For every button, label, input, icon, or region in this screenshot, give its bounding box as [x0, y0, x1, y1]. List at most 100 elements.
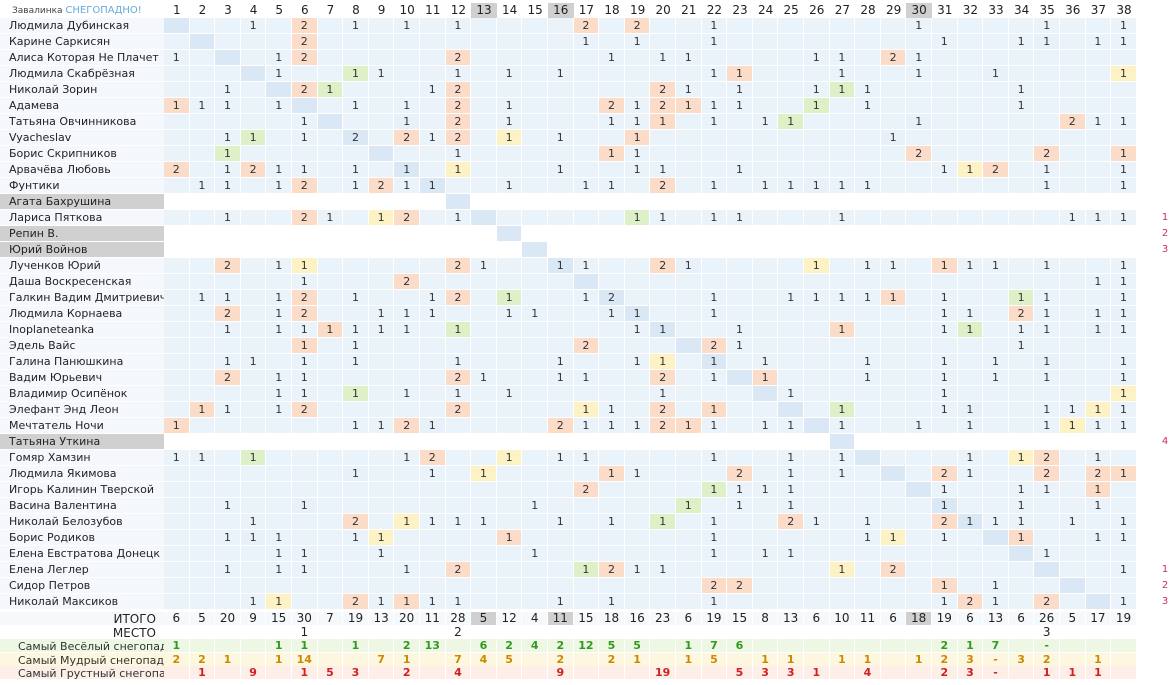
vote-cell[interactable]	[240, 98, 266, 113]
vote-cell[interactable]: 1	[1111, 146, 1136, 161]
vote-cell[interactable]: 1	[215, 562, 240, 577]
vote-cell[interactable]	[1085, 226, 1111, 241]
vote-cell[interactable]: 1	[240, 450, 266, 465]
vote-cell[interactable]	[701, 50, 727, 65]
vote-cell[interactable]: 1	[983, 594, 1008, 609]
vote-cell[interactable]	[906, 242, 931, 257]
vote-cell[interactable]	[880, 210, 906, 225]
vote-cell[interactable]	[932, 562, 957, 577]
vote-cell[interactable]	[855, 210, 880, 225]
vote-cell[interactable]	[701, 258, 727, 273]
vote-cell[interactable]: 1	[880, 290, 906, 305]
vote-cell[interactable]	[983, 210, 1008, 225]
vote-cell[interactable]	[471, 354, 496, 369]
vote-cell[interactable]: 1	[573, 34, 599, 49]
vote-cell[interactable]: 1	[676, 98, 701, 113]
vote-cell[interactable]	[445, 498, 471, 513]
vote-cell[interactable]	[343, 210, 368, 225]
vote-cell[interactable]	[778, 274, 803, 289]
vote-cell[interactable]: 1	[599, 594, 624, 609]
vote-cell[interactable]: 1	[1111, 290, 1136, 305]
vote-cell[interactable]	[266, 210, 291, 225]
vote-cell[interactable]	[906, 194, 931, 209]
vote-cell[interactable]	[548, 498, 573, 513]
vote-cell[interactable]: 1	[727, 482, 752, 497]
vote-cell[interactable]	[676, 210, 701, 225]
vote-cell[interactable]	[189, 562, 215, 577]
vote-cell[interactable]: 1	[420, 514, 445, 529]
vote-cell[interactable]	[496, 258, 522, 273]
vote-cell[interactable]: 1	[1008, 34, 1034, 49]
vote-cell[interactable]	[343, 34, 368, 49]
vote-cell[interactable]	[701, 322, 727, 337]
vote-cell[interactable]	[804, 450, 829, 465]
vote-cell[interactable]	[266, 418, 291, 433]
vote-cell[interactable]: 1	[266, 562, 291, 577]
vote-cell[interactable]	[292, 98, 317, 113]
vote-cell[interactable]: 2	[983, 162, 1008, 177]
vote-cell[interactable]	[880, 114, 906, 129]
vote-cell[interactable]	[1060, 306, 1085, 321]
vote-cell[interactable]: 1	[1111, 18, 1136, 33]
vote-cell[interactable]	[189, 418, 215, 433]
vote-cell[interactable]: 1	[932, 354, 957, 369]
vote-cell[interactable]: 1	[189, 178, 215, 193]
vote-cell[interactable]	[240, 418, 266, 433]
vote-cell[interactable]: 1	[855, 258, 880, 273]
vote-cell[interactable]	[932, 178, 957, 193]
vote-cell[interactable]	[676, 130, 701, 145]
vote-cell[interactable]	[471, 50, 496, 65]
vote-cell[interactable]: 1	[624, 354, 650, 369]
vote-cell[interactable]	[343, 258, 368, 273]
vote-cell[interactable]	[573, 514, 599, 529]
vote-cell[interactable]: 1	[343, 466, 368, 481]
vote-cell[interactable]	[343, 82, 368, 97]
vote-cell[interactable]	[317, 274, 343, 289]
vote-cell[interactable]: 1	[701, 482, 727, 497]
vote-cell[interactable]: 1	[906, 418, 931, 433]
vote-cell[interactable]: 1	[548, 450, 573, 465]
vote-cell[interactable]	[906, 98, 931, 113]
vote-cell[interactable]	[676, 578, 701, 593]
vote-cell[interactable]	[164, 370, 189, 385]
vote-cell[interactable]	[215, 242, 240, 257]
vote-cell[interactable]	[855, 274, 880, 289]
vote-cell[interactable]	[548, 578, 573, 593]
vote-cell[interactable]	[548, 146, 573, 161]
vote-cell[interactable]	[829, 130, 855, 145]
vote-cell[interactable]	[829, 482, 855, 497]
vote-cell[interactable]	[624, 370, 650, 385]
vote-cell[interactable]	[880, 402, 906, 417]
vote-cell[interactable]	[189, 258, 215, 273]
vote-cell[interactable]	[548, 386, 573, 401]
vote-cell[interactable]	[240, 146, 266, 161]
vote-cell[interactable]	[727, 146, 752, 161]
vote-cell[interactable]: 2	[727, 578, 752, 593]
vote-cell[interactable]: 2	[240, 162, 266, 177]
vote-cell[interactable]	[855, 306, 880, 321]
vote-cell[interactable]: 1	[676, 82, 701, 97]
vote-cell[interactable]	[599, 18, 624, 33]
vote-cell[interactable]	[496, 162, 522, 177]
vote-cell[interactable]	[368, 578, 394, 593]
vote-cell[interactable]: 1	[1008, 322, 1034, 337]
vote-cell[interactable]: 1	[1034, 34, 1059, 49]
vote-cell[interactable]: 1	[215, 178, 240, 193]
vote-cell[interactable]: 1	[701, 66, 727, 81]
vote-cell[interactable]	[573, 354, 599, 369]
vote-cell[interactable]: 1	[829, 82, 855, 97]
vote-cell[interactable]	[778, 66, 803, 81]
vote-cell[interactable]	[522, 594, 547, 609]
vote-cell[interactable]: 1	[394, 514, 419, 529]
vote-cell[interactable]: 1	[778, 114, 803, 129]
vote-cell[interactable]	[1008, 130, 1034, 145]
vote-cell[interactable]	[189, 434, 215, 449]
vote-cell[interactable]: 1	[983, 370, 1008, 385]
vote-cell[interactable]	[752, 210, 778, 225]
vote-cell[interactable]	[1060, 226, 1085, 241]
vote-cell[interactable]: 1	[522, 306, 547, 321]
vote-cell[interactable]	[445, 306, 471, 321]
vote-cell[interactable]: 1	[548, 258, 573, 273]
vote-cell[interactable]: 1	[804, 514, 829, 529]
vote-cell[interactable]: 2	[1034, 450, 1059, 465]
